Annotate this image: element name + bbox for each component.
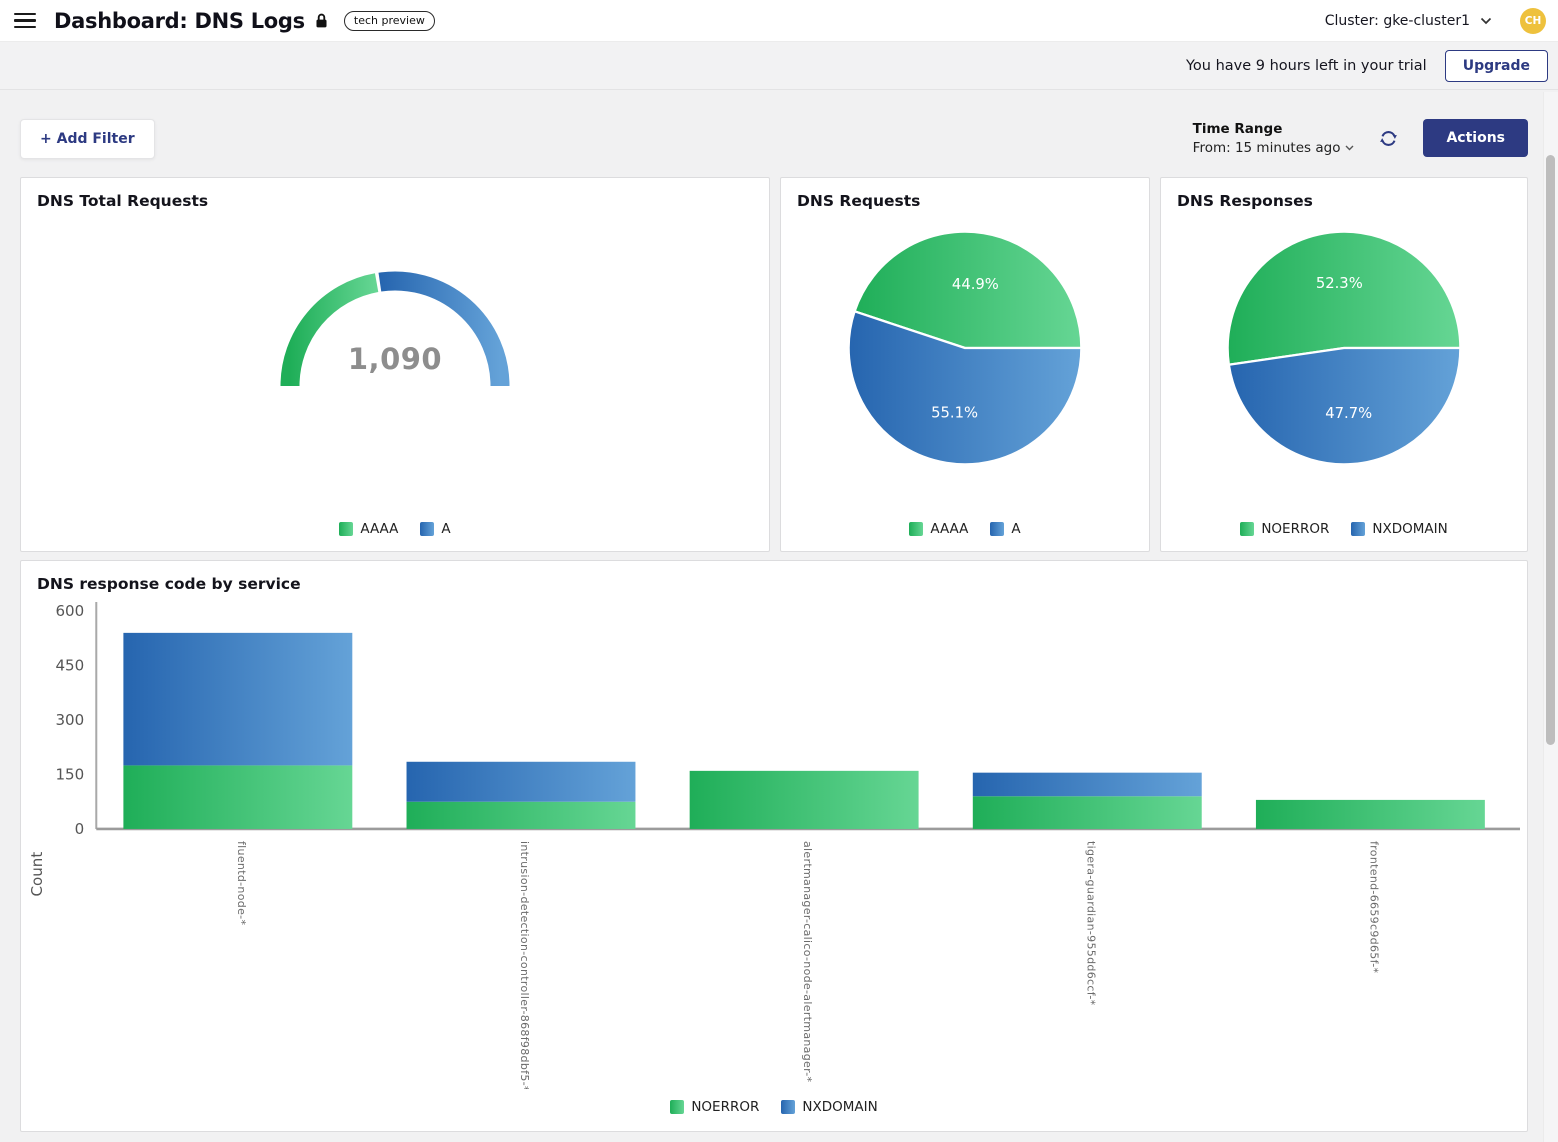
bar-segment-noerror [689,770,919,829]
legend-item-nxdomain[interactable]: NXDOMAIN [1351,521,1448,537]
legend-item-a[interactable]: A [420,521,451,537]
legend-swatch-blue [781,1100,796,1114]
dns-requests-pie[interactable]: 44.9% 55.1% [841,224,1089,472]
y-tick-label: 450 [55,657,84,675]
tech-preview-badge: tech preview [343,10,435,31]
time-range-value[interactable]: From: 15 minutes ago [1193,140,1355,156]
dashboard-content: + Add Filter Time Range From: 15 minutes… [20,119,1528,1132]
y-tick-label: 150 [55,765,84,783]
chart-legend: AAAA A [781,521,1149,551]
legend-swatch-blue [420,522,435,536]
legend-swatch-green [339,522,354,536]
chart-legend: NOERROR NXDOMAIN [21,1099,1527,1131]
y-axis-label: Count [28,852,46,897]
pie-slice-label: 55.1% [931,405,978,422]
refresh-icon [1380,130,1398,146]
x-category-label: intrusion-detection-controller-868f98dbf… [518,841,531,1089]
chart-legend: NOERROR NXDOMAIN [1161,521,1527,551]
filter-toolbar: + Add Filter Time Range From: 15 minutes… [20,119,1528,159]
bar-segment-nxdomain [123,632,353,766]
dns-total-requests-card: DNS Total Requests 1,090 AAAA A [20,177,770,552]
dns-total-requests-gauge[interactable] [275,244,515,404]
legend-item-noerror[interactable]: NOERROR [670,1099,759,1115]
pie-slice-label: 44.9% [952,276,999,293]
dns-requests-card: DNS Requests 44.9% 55.1% AAAA A [780,177,1150,552]
avatar[interactable]: CH [1520,7,1546,34]
trial-banner: You have 9 hours left in your trial Upgr… [0,42,1558,90]
dns-responses-card: DNS Responses 52.3% 47.7% NOERROR NXDOMAI… [1160,177,1528,552]
x-category-label: frontend-6659c9d65f-* [1367,841,1380,973]
dns-response-code-by-service-card: DNS response code by service 0 150 300 450 6… [20,560,1528,1132]
card-title: DNS Responses [1177,192,1313,210]
y-tick-label: 0 [75,820,85,838]
cluster-label: Cluster: gke-cluster1 [1324,12,1470,29]
chevron-down-icon [1345,145,1354,150]
legend-swatch-blue [1351,522,1366,536]
gauge-value: 1,090 [347,342,443,376]
legend-item-a[interactable]: A [990,521,1021,537]
bar-segment-noerror [972,796,1202,829]
x-category-label: fluentd-node-* [235,841,248,925]
upgrade-button[interactable]: Upgrade [1444,49,1548,82]
chevron-down-icon [1480,17,1492,24]
dns-responses-pie[interactable]: 52.3% 47.7% [1220,224,1468,472]
pie-slice-nxdomain [1227,346,1462,466]
menu-icon[interactable] [14,9,36,32]
page-title: Dashboard: DNS Logs [54,8,305,33]
y-tick-label: 600 [55,602,84,620]
y-tick-label: 300 [55,711,84,729]
pie-slice-aaaa [853,230,1083,350]
pie-slice-noerror [1226,230,1462,366]
add-filter-button[interactable]: + Add Filter [20,119,155,159]
x-category-label: tigera-guardian-955dd6ccf-* [1084,841,1097,1006]
scrollbar-thumb[interactable] [1546,155,1555,745]
card-title: DNS Total Requests [37,192,209,210]
trial-message: You have 9 hours left in your trial [1185,57,1427,74]
lock-icon [315,12,328,29]
bar-segment-nxdomain [972,772,1202,797]
top-bar: Dashboard: DNS Logs tech preview Cluster… [0,0,1558,42]
pie-slice-a [847,310,1083,466]
legend-item-nxdomain[interactable]: NXDOMAIN [781,1099,878,1115]
legend-swatch-green [670,1100,685,1114]
bar-segment-noerror [406,801,636,829]
time-range-title: Time Range [1192,120,1283,137]
time-range-control[interactable]: Time Range From: 15 minutes ago [1193,121,1355,156]
bar-segment-nxdomain [406,761,636,802]
legend-swatch-green [909,522,924,536]
card-title: DNS response code by service [37,575,301,593]
cluster-selector[interactable]: Cluster: gke-cluster1 [1325,13,1492,29]
bar-segment-noerror [1255,799,1485,829]
legend-item-noerror[interactable]: NOERROR [1240,521,1329,537]
pie-slice-label: 52.3% [1316,275,1363,292]
legend-swatch-blue [990,522,1005,536]
card-title: DNS Requests [797,192,921,210]
x-category-label: alertmanager-calico-node-alertmanager-* [801,841,814,1083]
bar-segment-noerror [123,765,353,829]
actions-button[interactable]: Actions [1423,119,1528,157]
legend-item-aaaa[interactable]: AAAA [909,521,968,537]
pie-slice-label: 47.7% [1325,405,1372,422]
legend-item-aaaa[interactable]: AAAA [339,521,398,537]
chart-legend: AAAA A [21,521,769,551]
legend-swatch-green [1240,522,1255,536]
refresh-button[interactable] [1376,126,1401,151]
kpi-cards-row: DNS Total Requests 1,090 AAAA A DNS Requ… [20,177,1528,552]
dns-response-code-by-service-chart[interactable]: 0 150 300 450 600 Count fluentd-node-* intrusio… [26,595,1522,1089]
